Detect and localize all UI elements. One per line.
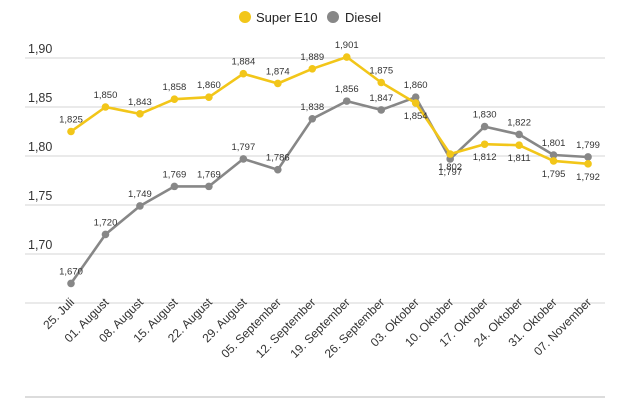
data-label-diesel: 1,749 [128,189,152,200]
data-point-diesel [377,106,386,114]
data-point-diesel [308,114,317,123]
data-label-diesel: 1,860 [404,80,428,91]
data-point-diesel [205,182,213,191]
data-point-super-e10 [342,53,351,61]
data-label-super-e10: 1,811 [508,153,531,164]
data-point-super-e10 [136,110,144,118]
data-point-diesel [239,155,248,163]
data-point-super-e10 [239,69,248,78]
data-label-diesel: 1,797 [231,142,255,153]
data-label-super-e10: 1,874 [266,66,290,77]
data-label-diesel: 1,769 [163,169,187,180]
y-tick-label: 1,70 [28,238,52,252]
data-point-diesel [101,230,110,239]
data-label-diesel: 1,838 [300,102,324,113]
chart-gridlines [25,57,605,304]
x-tick-label: 26. September [322,295,388,361]
data-label-diesel: 1,822 [507,117,531,128]
data-point-diesel [411,93,420,101]
data-point-super-e10 [480,140,489,149]
legend-label-diesel: Diesel [345,10,381,25]
data-label-super-e10: 1,889 [300,52,324,63]
legend-label-super-e10: Super E10 [256,10,317,25]
data-label-super-e10: 1,875 [369,66,393,77]
data-point-super-e10 [274,79,282,88]
data-point-diesel [549,151,558,159]
x-tick-label: 12. September [253,295,319,361]
data-label-super-e10: 1,812 [473,152,497,163]
y-axis: 1,70 1,75 1,80 1,85 1,90 [28,42,52,252]
data-label-super-e10: 1,860 [197,80,221,91]
data-label-super-e10: 1,825 [59,115,83,126]
data-label-super-e10: 1,792 [576,172,600,183]
series-points [67,53,592,288]
x-tick-label: 05. September [218,295,284,361]
y-tick-label: 1,90 [28,42,52,56]
data-point-super-e10 [205,93,213,101]
legend-marker-diesel [327,11,339,23]
y-tick-label: 1,85 [28,91,52,105]
series-line-diesel [69,95,589,285]
data-label-diesel: 1,786 [266,153,290,164]
data-point-diesel [67,279,75,288]
data-point-super-e10 [308,64,317,73]
data-label-super-e10: 1,850 [94,90,118,101]
data-label-super-e10: 1,858 [163,82,187,93]
data-point-super-e10 [411,99,420,107]
chart-legend: Super E10 Diesel [239,10,381,25]
data-label-diesel: 1,670 [59,266,83,277]
data-point-super-e10 [101,103,110,111]
x-tick-label: 19. September [287,295,353,361]
data-point-diesel [170,182,179,191]
data-label-super-e10: 1,901 [335,40,359,51]
data-label-diesel: 1,797 [438,167,462,178]
data-point-diesel [274,165,282,174]
series-line-super-e10 [70,55,589,166]
y-tick-label: 1,80 [28,140,52,154]
series-lines [69,55,589,285]
data-point-super-e10 [549,157,558,165]
data-point-diesel [480,122,489,131]
data-point-diesel [584,153,592,161]
data-point-diesel [515,130,523,139]
data-point-super-e10 [377,78,386,87]
data-point-super-e10 [515,141,523,150]
data-label-super-e10: 1,802 [438,162,462,173]
data-label-diesel: 1,769 [197,169,221,180]
data-label-diesel: 1,720 [94,217,118,228]
data-label-super-e10: 1,854 [404,111,428,122]
data-label-diesel: 1,856 [335,84,359,95]
data-label-diesel: 1,847 [369,93,393,104]
data-label-diesel: 1,799 [576,140,600,151]
data-label-super-e10: 1,843 [128,97,152,108]
data-label-super-e10: 1,884 [231,57,255,68]
data-point-super-e10 [67,127,75,136]
data-point-diesel [136,202,144,210]
legend-marker-super-e10 [239,11,251,23]
data-point-super-e10 [170,95,179,103]
data-label-super-e10: 1,795 [542,169,566,180]
data-label-diesel: 1,801 [542,138,566,149]
data-labels: 1,825 1,850 1,843 1,858 1,860 1,884 1,874 1,889… [59,40,600,277]
data-point-diesel [342,97,351,105]
data-label-diesel: 1,830 [473,110,497,121]
y-tick-label: 1,75 [28,189,52,203]
data-point-super-e10 [584,160,592,168]
data-point-super-e10 [446,150,454,158]
